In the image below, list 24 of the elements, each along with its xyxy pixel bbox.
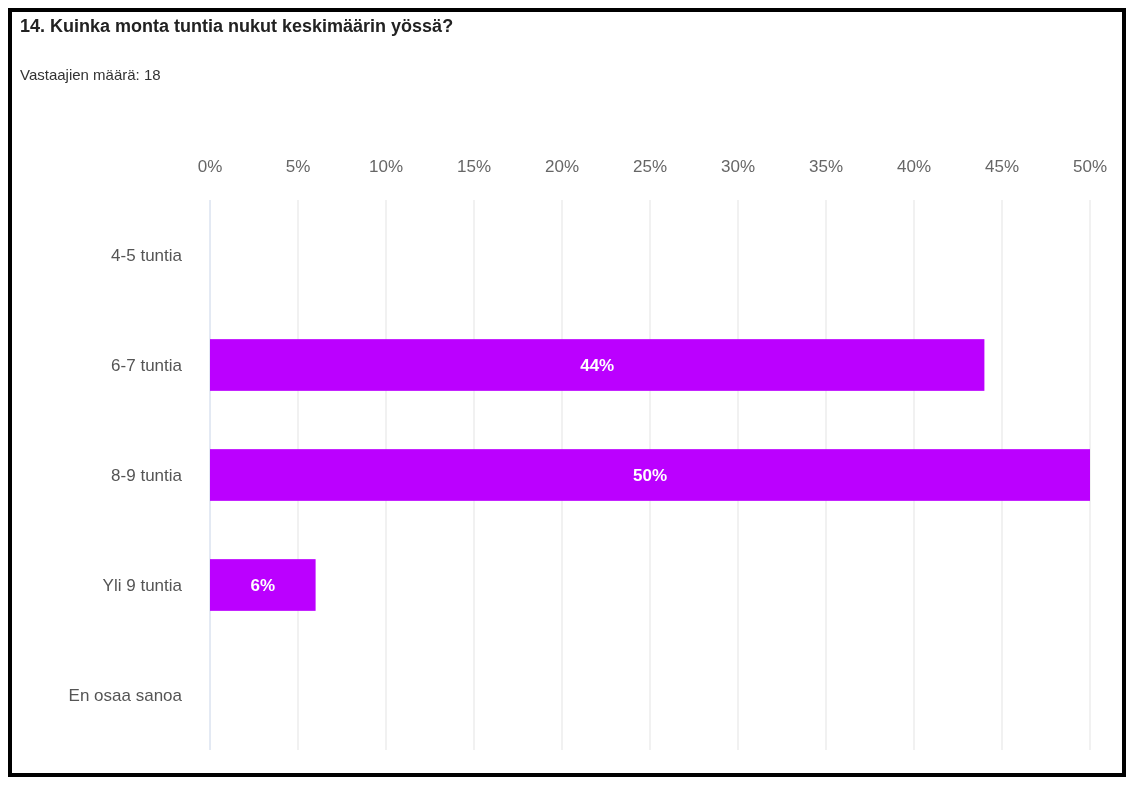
data-label: 44% [580, 356, 615, 375]
x-tick-label: 35% [808, 157, 844, 176]
chart-subtitle: Vastaajien määrä: 18 [20, 66, 161, 83]
x-tick-label: 30% [720, 157, 756, 176]
x-tick-label: 40% [896, 157, 932, 176]
x-tick-label: 45% [984, 157, 1020, 176]
y-tick-label: 6-7 tuntia [111, 356, 183, 375]
bar [210, 339, 985, 391]
x-tick-label: 20% [544, 157, 580, 176]
data-label: 6% [250, 576, 276, 595]
y-tick-label: 8-9 tuntia [111, 466, 183, 485]
y-tick-label: Yli 9 tuntia [102, 576, 183, 595]
y-tick-label: 4-5 tuntia [111, 246, 183, 265]
chart-title: 14. Kuinka monta tuntia nukut keskimäärin yössä? [20, 16, 454, 36]
bar [210, 449, 1090, 501]
x-tick-label: 25% [632, 157, 668, 176]
x-tick-label: 50% [1072, 157, 1108, 176]
data-label: 50% [632, 466, 668, 485]
x-tick-label: 5% [285, 157, 311, 176]
x-tick-label: 15% [456, 157, 492, 176]
x-tick-label: 0% [197, 157, 223, 176]
x-tick-label: 10% [368, 157, 404, 176]
y-tick-label: En osaa sanoa [68, 686, 183, 705]
bar [210, 559, 316, 611]
